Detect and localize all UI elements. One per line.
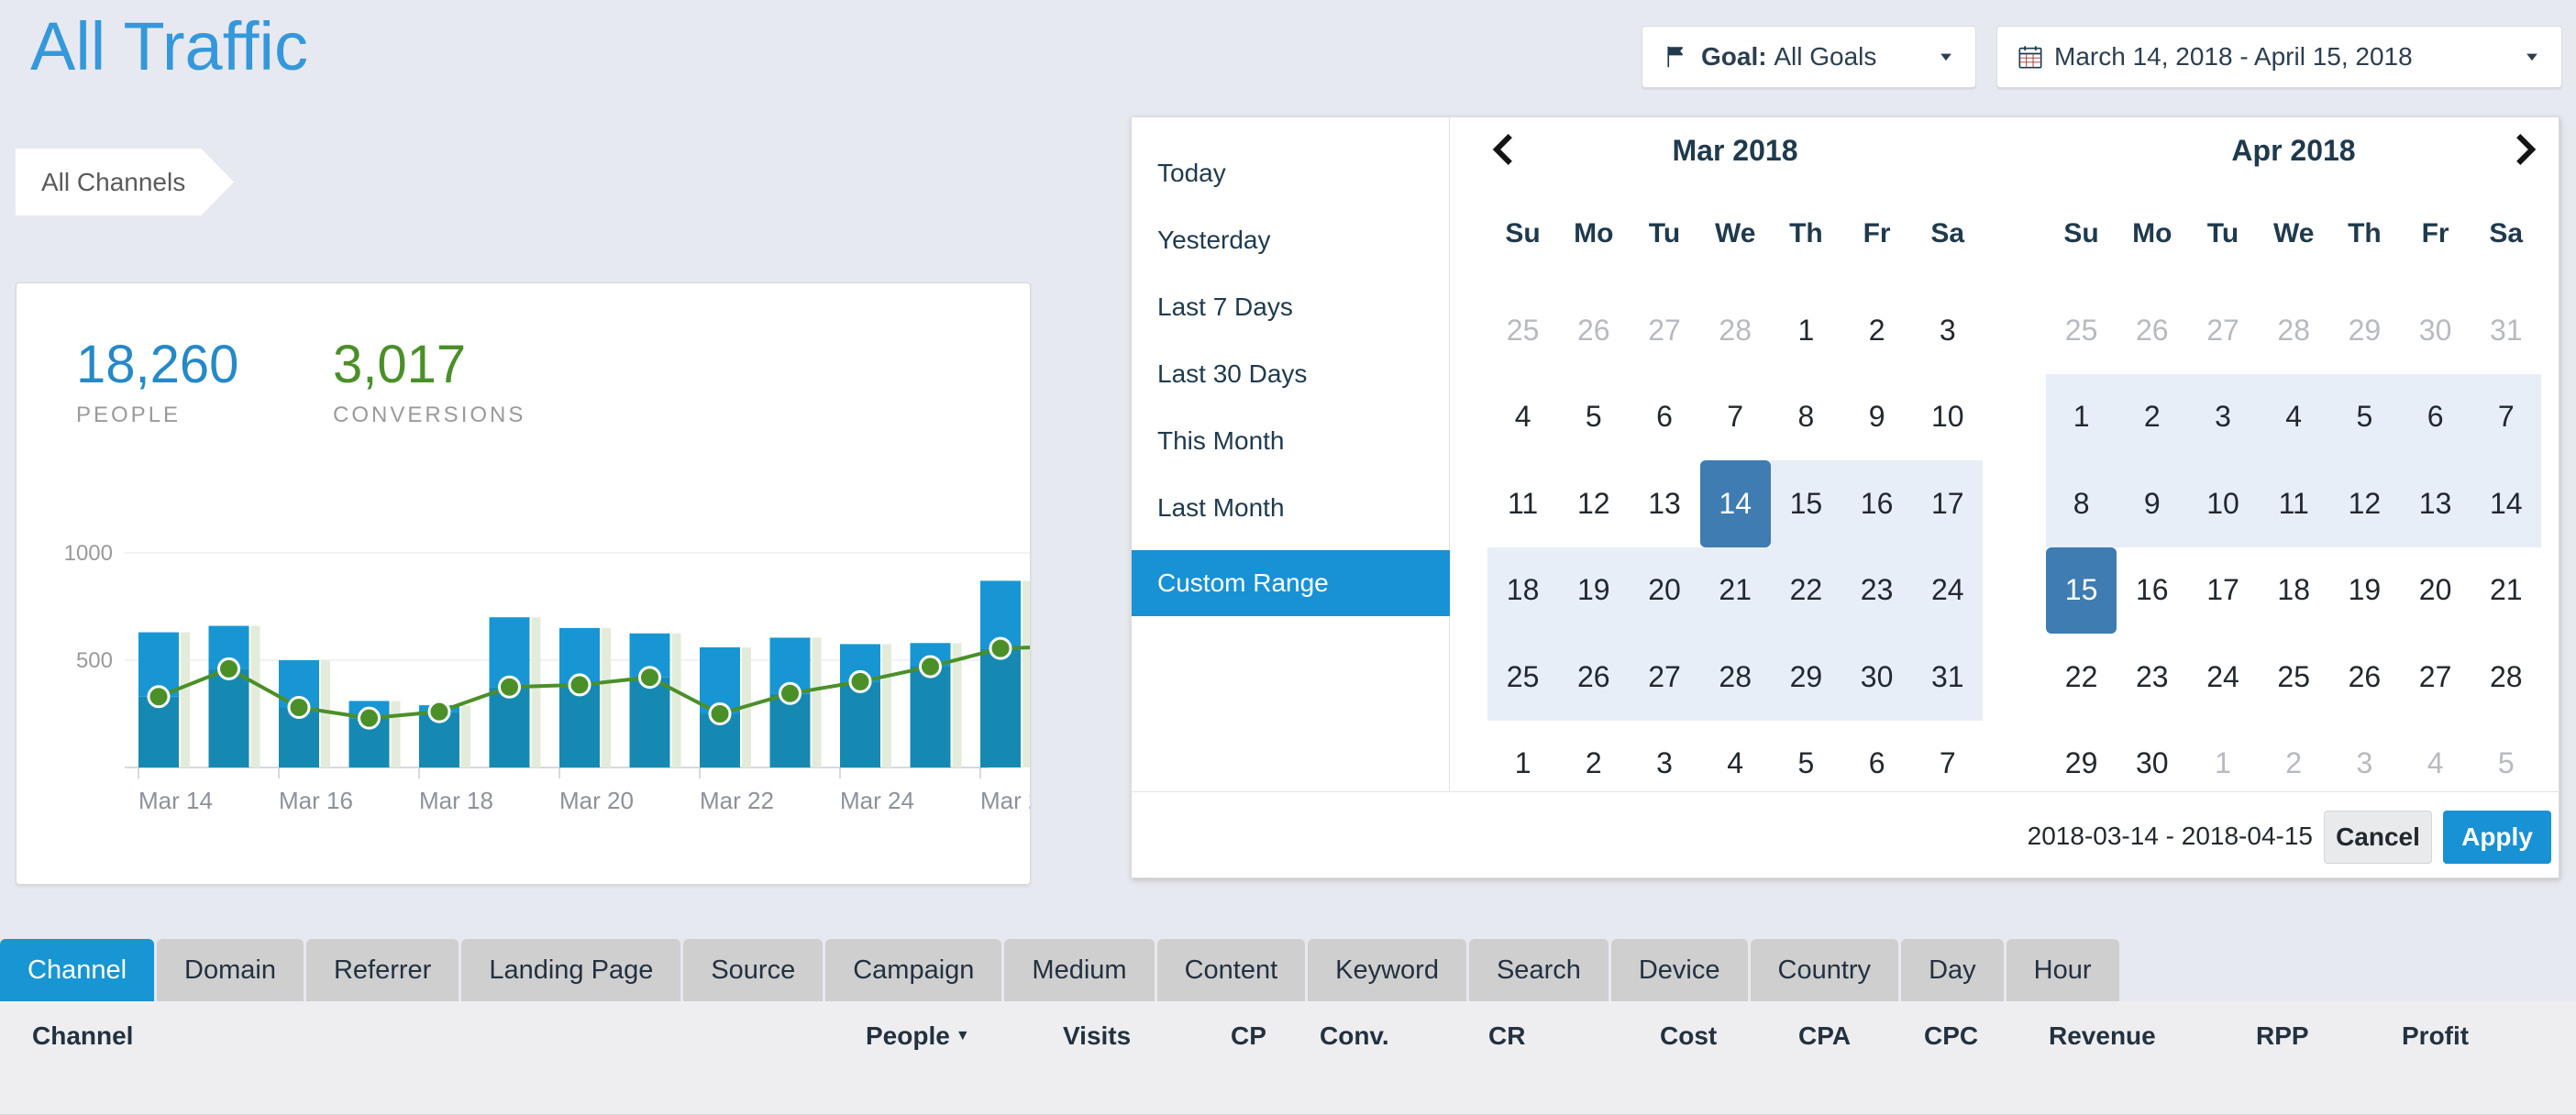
svg-text:500: 500 <box>76 648 113 673</box>
svg-text:Mar 18: Mar 18 <box>419 787 493 814</box>
svg-text:1000: 1000 <box>64 541 113 566</box>
svg-text:Mar 26: Mar 26 <box>980 787 1031 814</box>
svg-text:Mar 24: Mar 24 <box>840 787 914 814</box>
svg-text:Mar 16: Mar 16 <box>279 787 353 814</box>
svg-text:Mar 22: Mar 22 <box>700 787 774 814</box>
svg-text:Mar 14: Mar 14 <box>138 787 213 814</box>
svg-text:Mar 20: Mar 20 <box>559 787 634 814</box>
